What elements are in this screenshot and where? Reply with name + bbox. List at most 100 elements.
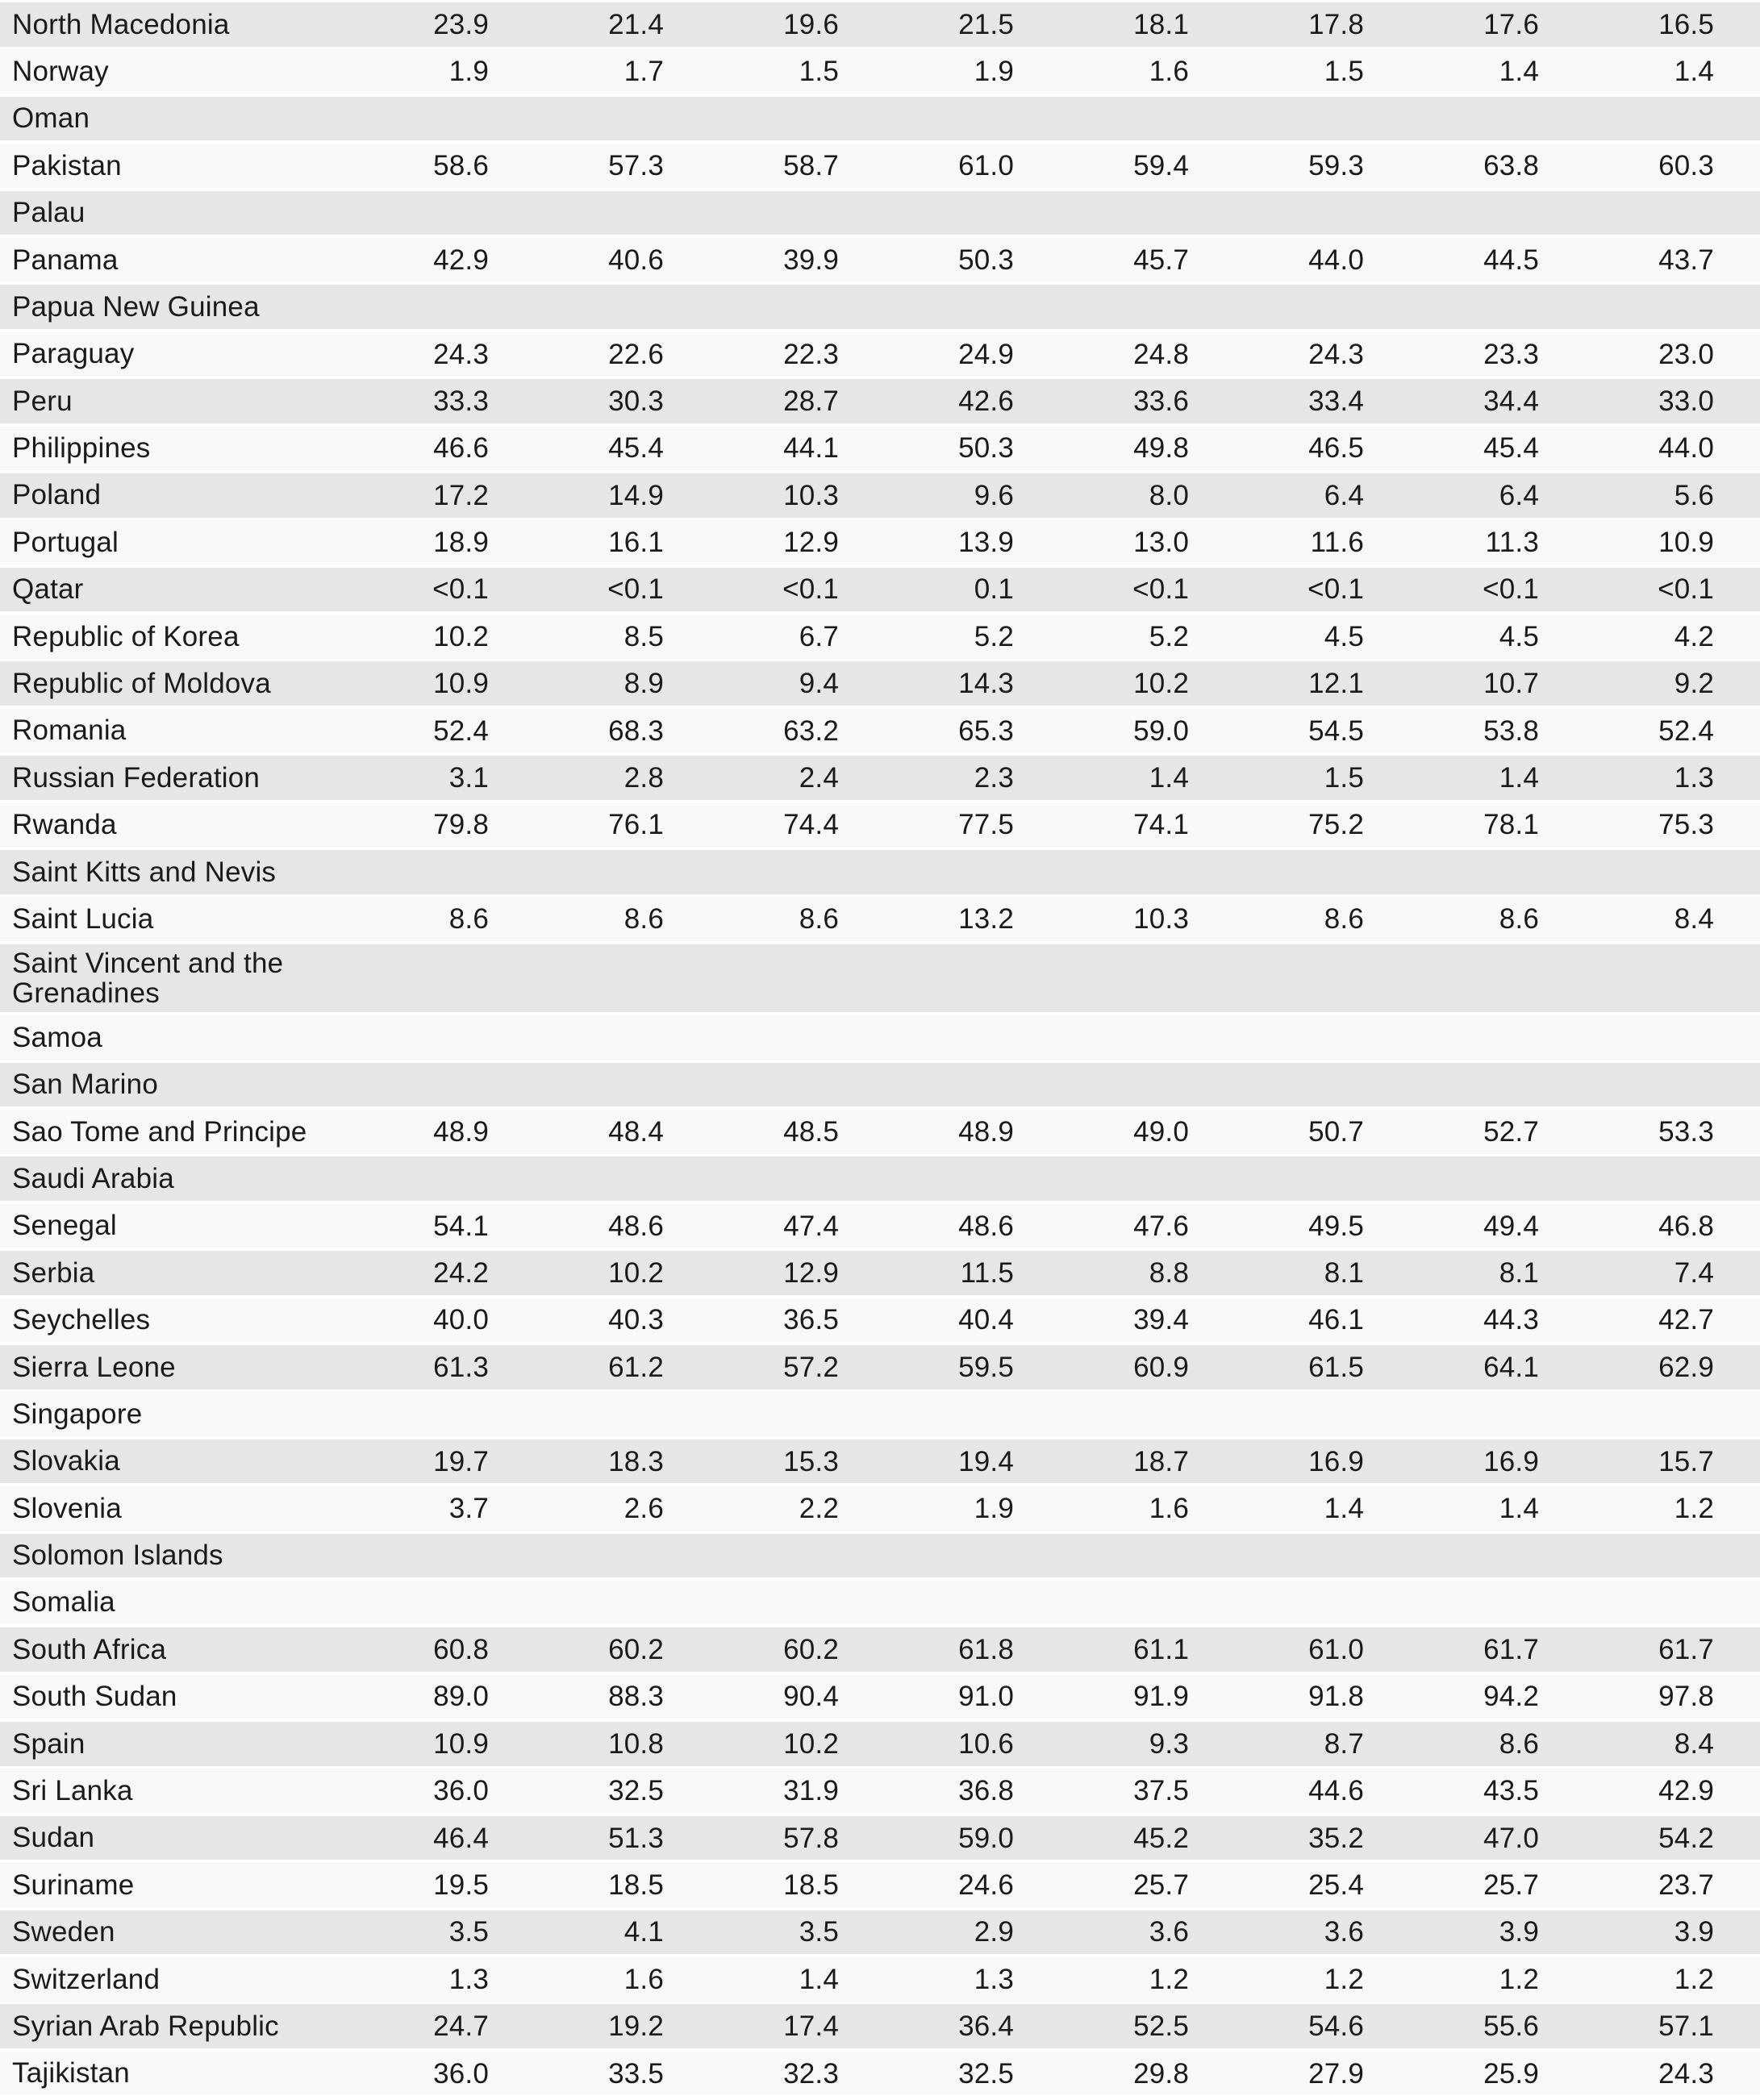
- value-cell: 13.2: [958, 903, 1014, 935]
- value-cell: 89.0: [433, 1681, 489, 1713]
- value-cell: 60.2: [783, 1634, 839, 1666]
- value-cell: 75.3: [1658, 809, 1714, 841]
- value-cell: 46.5: [1308, 432, 1364, 465]
- value-cell: 3.6: [1324, 1916, 1364, 1948]
- value-cell: 42.6: [958, 385, 1014, 417]
- value-cell: 44.0: [1308, 244, 1364, 276]
- value-cell: 25.7: [1133, 1869, 1189, 1902]
- value-cell: 15.7: [1658, 1445, 1714, 1477]
- value-cell: 97.8: [1658, 1681, 1714, 1713]
- value-cell: 43.7: [1658, 244, 1714, 276]
- value-cell: 79.8: [433, 809, 489, 841]
- value-cell: 36.4: [958, 2010, 1014, 2043]
- value-cell: 8.6: [1499, 903, 1539, 935]
- value-cell: 10.8: [608, 1727, 664, 1760]
- value-cell: 10.9: [433, 668, 489, 700]
- value-cell: 59.4: [1133, 149, 1189, 181]
- value-cell: 63.8: [1483, 149, 1539, 181]
- value-cell: 48.9: [433, 1115, 489, 1148]
- value-cell: 10.7: [1483, 668, 1539, 700]
- country-name-cell: Tajikistan: [12, 2057, 130, 2090]
- country-name-cell: Samoa: [12, 1021, 102, 1053]
- value-cell: 1.2: [1674, 1963, 1714, 1995]
- value-cell: 4.5: [1324, 620, 1364, 652]
- country-name-cell: Suriname: [12, 1869, 135, 1901]
- country-name-cell: Sierra Leone: [12, 1351, 176, 1383]
- value-cell: 61.1: [1133, 1634, 1189, 1666]
- value-cell: 36.0: [433, 2057, 489, 2090]
- value-cell: 32.3: [783, 2057, 839, 2090]
- value-cell: 10.6: [958, 1727, 1014, 1760]
- value-cell: 51.3: [608, 1822, 664, 1854]
- value-cell: 49.5: [1308, 1210, 1364, 1242]
- value-cell: 5.6: [1674, 479, 1714, 511]
- country-name-cell: Paraguay: [12, 338, 135, 370]
- value-cell: 22.3: [783, 338, 839, 370]
- country-name-cell: Spain: [12, 1727, 85, 1760]
- value-cell: 16.1: [608, 527, 664, 559]
- table-row: Samoa: [0, 1015, 1760, 1060]
- value-cell: 36.5: [783, 1304, 839, 1336]
- value-cell: 77.5: [958, 809, 1014, 841]
- value-cell: 10.9: [433, 1727, 489, 1760]
- value-cell: 52.5: [1133, 2010, 1189, 2043]
- table-row: Oman: [0, 96, 1760, 141]
- value-cell: 47.4: [783, 1210, 839, 1242]
- country-name-cell: Peru: [12, 385, 73, 417]
- value-cell: 64.1: [1483, 1351, 1539, 1383]
- value-cell: 8.4: [1674, 1727, 1714, 1760]
- table-row: Panama 42.9 40.6 39.9 50.3 45.7 44.0 44.5 43.7: [0, 237, 1760, 282]
- table-row: Tajikistan 36.0 33.5 32.3 32.5 29.8 27.9 25.9 24…: [0, 2051, 1760, 2096]
- value-cell: 8.6: [799, 903, 839, 935]
- value-cell: 59.3: [1308, 149, 1364, 181]
- value-cell: 1.5: [799, 56, 839, 88]
- value-cell: 52.7: [1483, 1115, 1539, 1148]
- value-cell: 48.5: [783, 1115, 839, 1148]
- value-cell: 44.6: [1308, 1775, 1364, 1807]
- table-row: Philippines 46.6 45.4 44.1 50.3 49.8 46.5 45.4 4…: [0, 426, 1760, 471]
- value-cell: 23.7: [1658, 1869, 1714, 1902]
- value-cell: 44.1: [783, 432, 839, 465]
- value-cell: 1.5: [1324, 56, 1364, 88]
- value-cell: 52.4: [1658, 715, 1714, 747]
- table-row: North Macedonia 23.9 21.4 19.6 21.5 18.1 17.8 1…: [0, 2, 1760, 47]
- value-cell: 88.3: [608, 1681, 664, 1713]
- value-cell: 62.9: [1658, 1351, 1714, 1383]
- value-cell: 4.1: [624, 1916, 664, 1948]
- value-cell: 1.2: [1324, 1963, 1364, 1995]
- value-cell: 90.4: [783, 1681, 839, 1713]
- table-row: Paraguay 24.3 22.6 22.3 24.9 24.8 24.3 23.3 23.0: [0, 331, 1760, 377]
- value-cell: 8.5: [624, 620, 664, 652]
- value-cell: 4.2: [1674, 620, 1714, 652]
- value-cell: 49.8: [1133, 432, 1189, 465]
- value-cell: 8.6: [624, 903, 664, 935]
- value-cell: 46.4: [433, 1822, 489, 1854]
- value-cell: 16.9: [1308, 1445, 1364, 1477]
- value-cell: 60.3: [1658, 149, 1714, 181]
- value-cell: 19.2: [608, 2010, 664, 2043]
- table-row: Saint Kitts and Nevis: [0, 850, 1760, 894]
- value-cell: 12.9: [783, 527, 839, 559]
- value-cell: 18.5: [608, 1869, 664, 1902]
- table-row: Somalia: [0, 1580, 1760, 1625]
- value-cell: 46.8: [1658, 1210, 1714, 1242]
- value-cell: 54.6: [1308, 2010, 1364, 2043]
- value-cell: 19.5: [433, 1869, 489, 1902]
- value-cell: 1.6: [624, 1963, 664, 1995]
- value-cell: 55.6: [1483, 2010, 1539, 2043]
- value-cell: 24.2: [433, 1256, 489, 1289]
- value-cell: 46.1: [1308, 1304, 1364, 1336]
- value-cell: 68.3: [608, 715, 664, 747]
- value-cell: 2.4: [799, 762, 839, 794]
- value-cell: 17.2: [433, 479, 489, 511]
- value-cell: 24.9: [958, 338, 1014, 370]
- table-row: Saint Lucia 8.6 8.6 8.6 13.2 10.3 8.6 8.6 8.4: [0, 897, 1760, 942]
- value-cell: 61.5: [1308, 1351, 1364, 1383]
- table-row: Slovenia 3.7 2.6 2.2 1.9 1.6 1.4 1.4 1.2: [0, 1486, 1760, 1531]
- value-cell: 74.4: [783, 809, 839, 841]
- value-cell: 33.5: [608, 2057, 664, 2090]
- value-cell: 1.4: [799, 1963, 839, 1995]
- country-name-cell: Russian Federation: [12, 761, 261, 794]
- value-cell: 25.9: [1483, 2057, 1539, 2090]
